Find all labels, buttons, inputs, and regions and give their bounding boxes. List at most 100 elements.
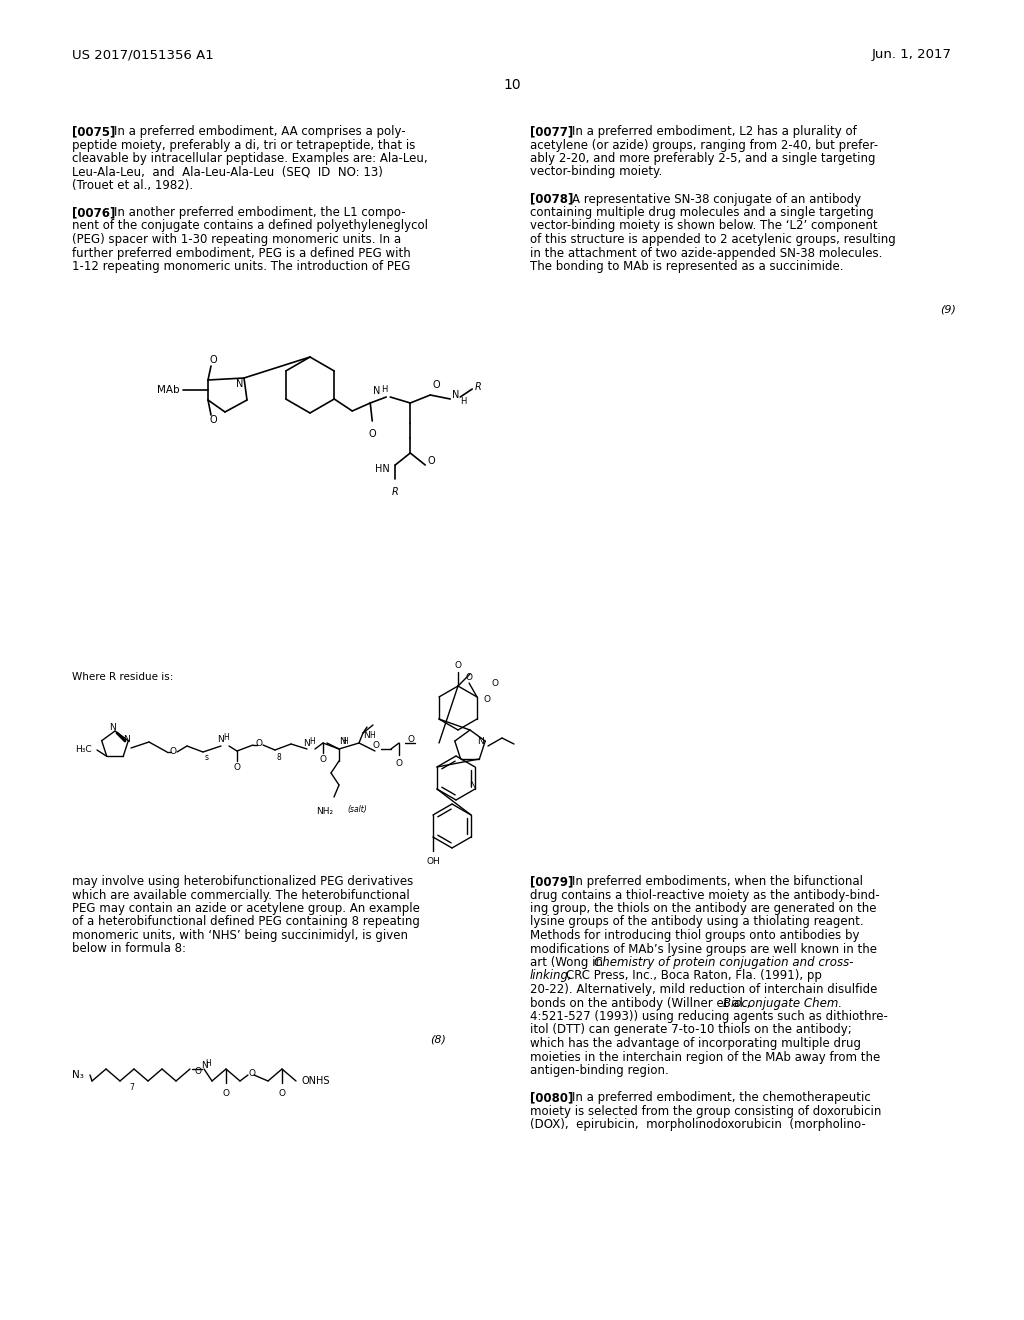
- Text: of a heterobifunctional defined PEG containing 8 repeating: of a heterobifunctional defined PEG cont…: [72, 916, 420, 928]
- Text: H: H: [309, 737, 314, 746]
- Text: In preferred embodiments, when the bifunctional: In preferred embodiments, when the bifun…: [572, 875, 863, 888]
- Text: [0077]: [0077]: [530, 125, 573, 139]
- Text: peptide moiety, preferably a di, tri or tetrapeptide, that is: peptide moiety, preferably a di, tri or …: [72, 139, 416, 152]
- Text: cleavable by intracellular peptidase. Examples are: Ala-Leu,: cleavable by intracellular peptidase. Ex…: [72, 152, 428, 165]
- Text: Methods for introducing thiol groups onto antibodies by: Methods for introducing thiol groups ont…: [530, 929, 859, 942]
- Text: 8: 8: [276, 754, 282, 763]
- Text: MAb: MAb: [158, 385, 180, 395]
- Text: H: H: [223, 734, 229, 742]
- Text: N: N: [201, 1060, 208, 1069]
- Text: in the attachment of two azide-appended SN-38 molecules.: in the attachment of two azide-appended …: [530, 247, 883, 260]
- Text: H: H: [205, 1059, 211, 1068]
- Text: O: O: [170, 747, 176, 755]
- Text: O: O: [249, 1068, 256, 1077]
- Text: 7: 7: [130, 1084, 134, 1093]
- Text: N: N: [304, 738, 310, 747]
- Text: N: N: [109, 722, 116, 731]
- Text: The bonding to MAb is represented as a succinimide.: The bonding to MAb is represented as a s…: [530, 260, 844, 273]
- Text: art (Wong in: art (Wong in: [530, 956, 607, 969]
- Text: In another preferred embodiment, the L1 compo-: In another preferred embodiment, the L1 …: [114, 206, 406, 219]
- Text: below in formula 8:: below in formula 8:: [72, 942, 186, 956]
- Text: O: O: [395, 759, 402, 768]
- Text: O: O: [492, 680, 499, 689]
- Text: CRC Press, Inc., Boca Raton, Fla. (1991), pp: CRC Press, Inc., Boca Raton, Fla. (1991)…: [566, 969, 822, 982]
- Text: moieties in the interchain region of the MAb away from the: moieties in the interchain region of the…: [530, 1051, 881, 1064]
- Text: antigen-binding region.: antigen-binding region.: [530, 1064, 669, 1077]
- Text: N: N: [469, 781, 475, 791]
- Text: 1-12 repeating monomeric units. The introduction of PEG: 1-12 repeating monomeric units. The intr…: [72, 260, 411, 273]
- Text: [0076]: [0076]: [72, 206, 116, 219]
- Text: O: O: [319, 755, 327, 764]
- Text: moiety is selected from the group consisting of doxorubicin: moiety is selected from the group consis…: [530, 1105, 882, 1118]
- Text: (salt): (salt): [347, 805, 367, 814]
- Text: N: N: [373, 385, 380, 396]
- Text: Bioconjugate Chem.: Bioconjugate Chem.: [723, 997, 842, 1010]
- Text: O: O: [455, 661, 462, 671]
- Text: 20-22). Alternatively, mild reduction of interchain disulfide: 20-22). Alternatively, mild reduction of…: [530, 983, 878, 997]
- Text: H: H: [460, 396, 467, 405]
- Text: In a preferred embodiment, AA comprises a poly-: In a preferred embodiment, AA comprises …: [114, 125, 406, 139]
- Text: further preferred embodiment, PEG is a defined PEG with: further preferred embodiment, PEG is a d…: [72, 247, 411, 260]
- Text: ing group, the thiols on the antibody are generated on the: ing group, the thiols on the antibody ar…: [530, 902, 877, 915]
- Text: O: O: [209, 414, 217, 425]
- Text: R: R: [392, 487, 398, 498]
- Text: O: O: [209, 355, 217, 366]
- Text: itol (DTT) can generate 7-to-10 thiols on the antibody;: itol (DTT) can generate 7-to-10 thiols o…: [530, 1023, 852, 1036]
- Text: Where R residue is:: Where R residue is:: [72, 672, 173, 682]
- Text: s: s: [205, 754, 209, 763]
- Text: O: O: [233, 763, 241, 772]
- Text: lysine groups of the antibody using a thiolating reagent.: lysine groups of the antibody using a th…: [530, 916, 863, 928]
- Text: 10: 10: [503, 78, 521, 92]
- Text: [0078]: [0078]: [530, 193, 573, 206]
- Text: H: H: [381, 384, 387, 393]
- Text: Chemistry of protein conjugation and cross-: Chemistry of protein conjugation and cro…: [594, 956, 853, 969]
- Text: may involve using heterobifunctionalized PEG derivatives: may involve using heterobifunctionalized…: [72, 875, 414, 888]
- Text: ONHS: ONHS: [302, 1076, 331, 1086]
- Text: modifications of MAb’s lysine groups are well known in the: modifications of MAb’s lysine groups are…: [530, 942, 877, 956]
- Text: N: N: [237, 379, 244, 389]
- Text: (Trouet et al., 1982).: (Trouet et al., 1982).: [72, 180, 194, 191]
- Text: 4:521-527 (1993)) using reducing agents such as dithiothre-: 4:521-527 (1993)) using reducing agents …: [530, 1010, 888, 1023]
- Text: (DOX),  epirubicin,  morpholinodoxorubicin  (morpholino-: (DOX), epirubicin, morpholinodoxorubicin…: [530, 1118, 865, 1131]
- Text: O: O: [195, 1067, 202, 1076]
- Text: (PEG) spacer with 1-30 repeating monomeric units. In a: (PEG) spacer with 1-30 repeating monomer…: [72, 234, 401, 246]
- Text: acetylene (or azide) groups, ranging from 2-40, but prefer-: acetylene (or azide) groups, ranging fro…: [530, 139, 879, 152]
- Text: NH₂: NH₂: [316, 807, 334, 816]
- Text: which are available commercially. The heterobifunctional: which are available commercially. The he…: [72, 888, 410, 902]
- Text: N: N: [362, 730, 370, 739]
- Text: nent of the conjugate contains a defined polyethyleneglycol: nent of the conjugate contains a defined…: [72, 219, 428, 232]
- Text: vector-binding moiety.: vector-binding moiety.: [530, 165, 663, 178]
- Text: H: H: [342, 737, 348, 746]
- Text: O: O: [408, 735, 415, 744]
- Text: N: N: [339, 738, 346, 747]
- Text: O: O: [484, 696, 490, 705]
- Text: US 2017/0151356 A1: US 2017/0151356 A1: [72, 48, 214, 61]
- Text: O: O: [369, 429, 376, 440]
- Text: A representative SN-38 conjugate of an antibody: A representative SN-38 conjugate of an a…: [572, 193, 861, 206]
- Text: bonds on the antibody (Willner et al.,: bonds on the antibody (Willner et al.,: [530, 997, 751, 1010]
- Text: N: N: [453, 389, 460, 400]
- Text: O: O: [256, 738, 262, 747]
- Text: Jun. 1, 2017: Jun. 1, 2017: [872, 48, 952, 61]
- Text: drug contains a thiol-reactive moiety as the antibody-bind-: drug contains a thiol-reactive moiety as…: [530, 888, 880, 902]
- Text: [0079]: [0079]: [530, 875, 573, 888]
- Text: H₃C: H₃C: [75, 746, 91, 755]
- Text: PEG may contain an azide or acetylene group. An example: PEG may contain an azide or acetylene gr…: [72, 902, 420, 915]
- Text: [0075]: [0075]: [72, 125, 116, 139]
- Text: N: N: [476, 738, 483, 747]
- Text: [0080]: [0080]: [530, 1092, 573, 1104]
- Text: (9): (9): [940, 305, 955, 315]
- Text: O: O: [432, 380, 440, 389]
- Text: of this structure is appended to 2 acetylenic groups, resulting: of this structure is appended to 2 acety…: [530, 234, 896, 246]
- Text: containing multiple drug molecules and a single targeting: containing multiple drug molecules and a…: [530, 206, 873, 219]
- Text: H: H: [369, 730, 375, 739]
- Text: In a preferred embodiment, L2 has a plurality of: In a preferred embodiment, L2 has a plur…: [572, 125, 857, 139]
- Text: In a preferred embodiment, the chemotherapeutic: In a preferred embodiment, the chemother…: [572, 1092, 870, 1104]
- Text: R: R: [474, 381, 481, 392]
- Text: linking,: linking,: [530, 969, 572, 982]
- Text: O: O: [466, 672, 472, 681]
- Text: vector-binding moiety is shown below. The ‘L2’ component: vector-binding moiety is shown below. Th…: [530, 219, 878, 232]
- Text: monomeric units, with ‘NHS’ being succinimidyl, is given: monomeric units, with ‘NHS’ being succin…: [72, 929, 408, 942]
- Text: O: O: [373, 742, 380, 751]
- Text: OH: OH: [426, 857, 440, 866]
